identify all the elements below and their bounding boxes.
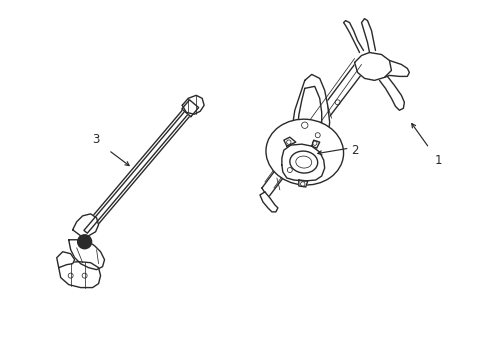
- Polygon shape: [73, 214, 98, 236]
- Polygon shape: [57, 252, 74, 268]
- Polygon shape: [182, 100, 198, 117]
- Text: 1: 1: [434, 154, 442, 167]
- Polygon shape: [59, 262, 100, 288]
- Text: 2: 2: [352, 144, 359, 157]
- Polygon shape: [355, 53, 392, 80]
- Polygon shape: [292, 75, 330, 150]
- Polygon shape: [82, 105, 194, 235]
- Circle shape: [77, 235, 92, 249]
- Polygon shape: [182, 95, 204, 114]
- Polygon shape: [69, 240, 104, 270]
- Polygon shape: [379, 76, 404, 110]
- Polygon shape: [282, 144, 325, 181]
- Polygon shape: [312, 140, 319, 148]
- Polygon shape: [299, 180, 308, 187]
- Polygon shape: [362, 19, 375, 53]
- Polygon shape: [284, 137, 296, 146]
- Polygon shape: [262, 60, 365, 198]
- Ellipse shape: [266, 119, 343, 185]
- Polygon shape: [260, 192, 278, 212]
- Polygon shape: [385, 60, 409, 77]
- Text: 3: 3: [93, 133, 100, 146]
- Polygon shape: [343, 21, 364, 53]
- Ellipse shape: [290, 151, 318, 173]
- Polygon shape: [84, 107, 192, 233]
- Polygon shape: [298, 86, 322, 142]
